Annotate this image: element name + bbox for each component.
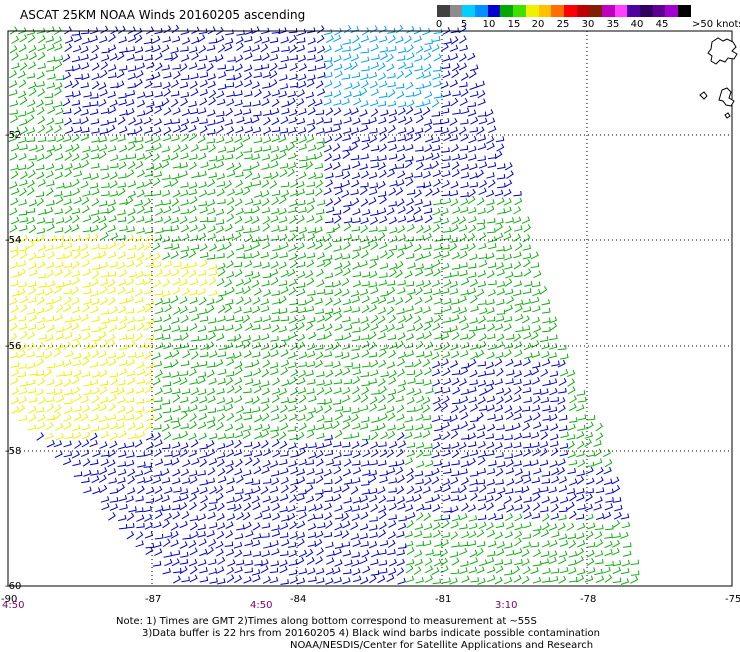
legend-tick-label: 10 [482,19,496,30]
pass-time-label: 4:50 [250,600,272,611]
longitude-label: -81 [435,594,451,605]
legend-tick-label: 45 [655,19,669,30]
latitude-label: -52 [5,130,21,141]
legend-swatch [500,5,514,17]
legend-tick-label: 20 [531,19,545,30]
legend-swatch [551,5,564,17]
legend-swatch [576,5,590,17]
legend-swatch [449,5,463,17]
longitude-label: -87 [145,594,161,605]
pass-time-label: 4:50 [2,600,24,611]
longitude-label: -78 [580,594,596,605]
legend-tick-label: 0 [435,19,443,30]
legend-swatch [513,5,526,17]
legend-tick-label: 35 [606,19,620,30]
latitude-label: -56 [5,341,21,352]
legend-swatch [627,5,640,17]
graticule [7,30,733,587]
wind-barb-field [8,24,640,585]
legend-tick-label: 30 [581,19,595,30]
legend-color-bar [437,5,691,17]
latitude-label: -58 [5,446,21,457]
coastline-icon [699,37,738,119]
legend-swatch [678,5,691,17]
legend-swatch [589,5,602,17]
latitude-label: -54 [5,235,21,246]
legend-swatch [538,5,552,17]
wind-barb-icon [36,24,630,585]
longitude-label: -84 [290,594,306,605]
legend-tick-labels: 0 5 10 15 20 25 30 35 40 45 >50 knots [435,19,740,33]
legend-swatch [640,5,653,17]
wind-barb-icon [8,26,640,585]
coastline-icon [699,37,738,119]
legend-swatch [601,5,615,17]
wind-barb-icon [323,24,443,108]
legend-tick-label: 15 [507,19,521,30]
wind-barb-icon [8,233,218,441]
legend-swatch [525,5,539,17]
legend-tick-label: 25 [556,19,570,30]
latitude-label: -60 [5,581,21,592]
longitude-label: -75 [725,594,740,605]
note-line-2: 3)Data buffer is 22 hrs from 20160205 4)… [142,628,600,639]
legend-swatch [665,5,679,17]
note-line-3: NOAA/NESDIS/Center for Satellite Applica… [290,640,594,651]
legend-tick-label: >50 knots [692,19,740,30]
legend-swatch [475,5,488,17]
legend-tick-label: 40 [630,19,644,30]
legend-swatch [652,5,666,17]
axis-labels: -52 -54 -56 -58 -60 -90 -87 -84 -81 -78 -75 4:50 4:5… [1,130,740,611]
pass-time-label: 3:10 [495,600,517,611]
legend-swatch [437,5,450,17]
wind-speed-legend: 0 5 10 15 20 25 30 35 40 45 >50 knots [435,5,740,33]
map-frame [7,30,733,587]
legend-tick-label: 5 [460,19,468,30]
map-title: ASCAT 25KM NOAA Winds 20160205 ascending [20,8,306,22]
note-line-1: Note: 1) Times are GMT 2)Times along bot… [116,616,537,627]
legend-swatch [563,5,577,17]
legend-swatch [462,5,476,17]
legend-swatch [614,5,628,17]
longitude-label: -90 [1,594,17,605]
legend-swatch [487,5,501,17]
